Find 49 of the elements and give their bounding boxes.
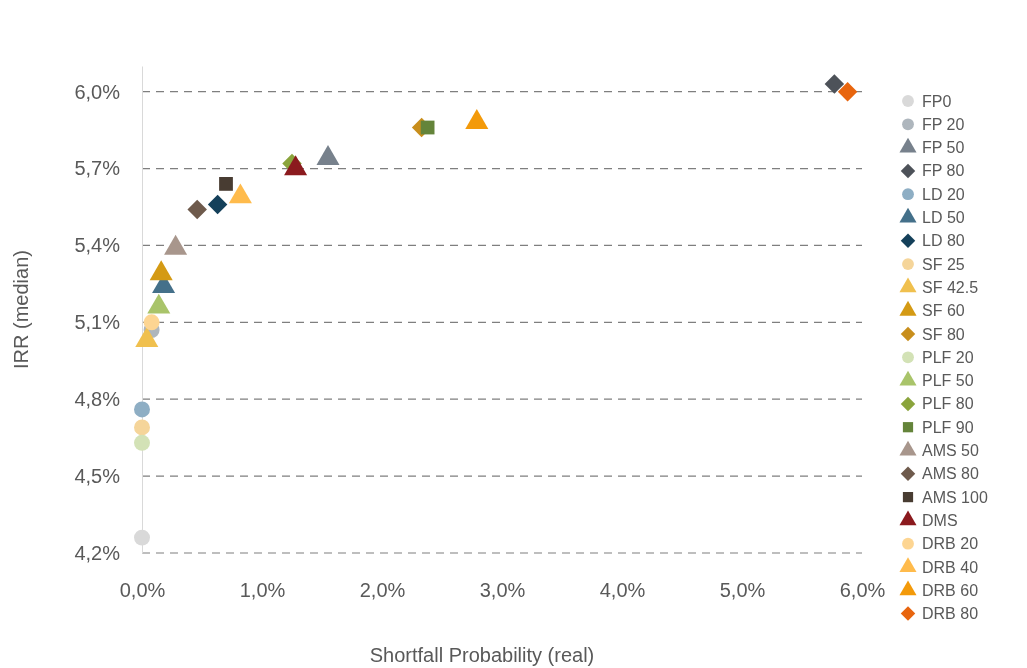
point (134, 401, 150, 418)
y-tick-label: 5,7% (74, 157, 121, 180)
point (187, 199, 207, 220)
x-tick-label: 5,0% (719, 579, 766, 602)
x-tick-label: 4,0% (599, 579, 646, 602)
legend-label: SF 80 (922, 325, 965, 343)
x-tick-label: 2,0% (359, 579, 406, 602)
x-tick-label: 6,0% (839, 579, 886, 602)
legend-label: AMS 100 (922, 488, 988, 506)
point (134, 419, 150, 436)
point (824, 74, 845, 94)
legend-label: AMS 80 (922, 465, 980, 483)
y-axis-title: IRR (median) (10, 250, 32, 369)
legend-label: LD 80 (922, 232, 965, 250)
x-tick-label: 0,0% (119, 579, 166, 602)
legend-label: SF 25 (922, 255, 965, 273)
y-tick-label: 4,5% (74, 465, 121, 488)
legend-label: PLF 50 (922, 372, 974, 390)
legend-label: FP0 (922, 92, 952, 110)
point (134, 529, 150, 546)
point (837, 81, 858, 102)
legend-label: DMS (922, 511, 958, 529)
point (134, 434, 150, 451)
y-tick-label: 5,4% (74, 234, 121, 257)
x-tick-label: 3,0% (479, 579, 526, 602)
legend-label: DRB 60 (922, 581, 979, 599)
legend-label: PLF 80 (922, 395, 974, 413)
x-tick-label: 1,0% (239, 579, 286, 602)
y-tick-label: 6,0% (74, 80, 121, 103)
legend-label: PLF 20 (922, 348, 974, 366)
y-tick-label: 5,1% (74, 311, 121, 334)
legend-label: SF 60 (922, 302, 965, 320)
point (207, 194, 228, 215)
legend-label: FP 80 (922, 162, 965, 180)
legend-label: FP 20 (922, 115, 965, 133)
x-axis-title: Shortfall Probability (real) (369, 644, 595, 666)
legend-label: LD 20 (922, 185, 965, 203)
legend-label: DRB 20 (922, 535, 979, 553)
legend-label: PLF 90 (922, 418, 974, 436)
point (219, 177, 233, 191)
legend-label: DRB 40 (922, 558, 979, 576)
legend-label: AMS 50 (922, 442, 980, 459)
y-tick-label: 4,8% (74, 388, 121, 411)
y-tick-label: 4,2% (74, 541, 121, 564)
legend-label: LD 50 (922, 209, 965, 226)
legend-label: SF 42.5 (922, 278, 979, 296)
point (143, 314, 160, 331)
legend-label: FP 50 (922, 139, 965, 157)
legend-label: DRB 80 (922, 605, 979, 623)
